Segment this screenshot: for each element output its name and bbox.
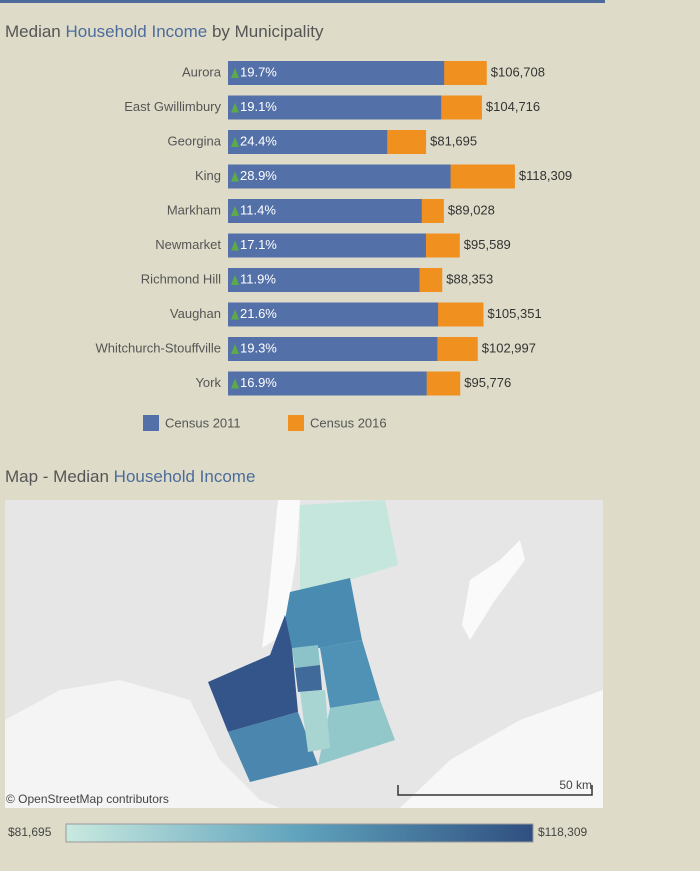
change-label: 19.1% — [240, 99, 277, 114]
title-part: Household Income — [114, 467, 256, 486]
category-label: York — [195, 375, 221, 390]
change-label: 19.3% — [240, 340, 277, 355]
value-label: $104,716 — [486, 99, 540, 114]
category-label: Newmarket — [155, 237, 221, 252]
bar — [228, 302, 439, 327]
value-label: $81,695 — [430, 133, 477, 148]
up-arrow — [231, 137, 239, 147]
change-label: 11.4% — [240, 202, 276, 217]
bar — [228, 130, 388, 154]
lake — [5, 680, 280, 808]
category-label: Aurora — [182, 64, 222, 79]
change-label: 21.6% — [240, 306, 277, 321]
category-label: Richmond Hill — [141, 271, 221, 286]
bar — [228, 233, 426, 258]
category-label: King — [195, 168, 221, 183]
value-label: $118,309 — [519, 168, 572, 183]
up-arrow — [231, 275, 239, 285]
title-part: Household Income — [65, 22, 207, 41]
region — [228, 712, 318, 782]
up-arrow — [231, 102, 239, 113]
value-label: $95,776 — [464, 375, 511, 390]
value-label: $105,351 — [487, 306, 541, 321]
value-label: $95,589 — [464, 237, 511, 252]
region — [295, 665, 322, 692]
up-arrow — [231, 206, 239, 216]
change-label: 24.4% — [240, 133, 277, 148]
lake — [400, 690, 603, 808]
region — [320, 640, 380, 708]
bar — [228, 268, 420, 292]
up-arrow — [231, 378, 239, 389]
category-label: Whitchurch-Stouffville — [96, 340, 221, 355]
title-part: Map - Median — [5, 467, 114, 486]
legend-label: Census 2016 — [310, 415, 387, 430]
map: 50 km © OpenStreetMap contributors — [5, 500, 603, 808]
region — [292, 645, 320, 668]
value-label: $102,997 — [482, 340, 536, 355]
legend-swatch — [288, 415, 304, 431]
category-label: Vaughan — [170, 306, 221, 321]
bar — [228, 164, 451, 189]
chart-title: Median Household Income by Municipality — [5, 22, 324, 41]
color-legend: $81,695 $118,309 — [8, 823, 587, 843]
category-label: Markham — [167, 202, 221, 217]
up-arrow — [231, 344, 239, 354]
up-arrow — [231, 171, 239, 182]
bar — [228, 337, 438, 361]
attribution: © OpenStreetMap contributors — [6, 792, 169, 806]
up-arrow — [231, 68, 239, 78]
title-part: Median — [5, 22, 65, 41]
legend-label: Census 2011 — [165, 415, 241, 430]
region — [208, 615, 298, 732]
bar — [228, 61, 445, 85]
category-label: East Gwillimbury — [124, 99, 221, 114]
region — [300, 690, 330, 752]
region — [300, 500, 398, 595]
title-part: by Municipality — [207, 22, 324, 41]
top-border — [0, 0, 605, 3]
category-label: Georgina — [168, 133, 222, 148]
up-arrow — [231, 240, 239, 251]
value-label: $89,028 — [448, 202, 495, 217]
bar — [228, 199, 422, 223]
change-label: 16.9% — [240, 375, 277, 390]
legend-max: $118,309 — [538, 825, 587, 839]
change-label: 28.9% — [240, 168, 277, 183]
value-label: $106,708 — [491, 64, 545, 79]
scale-label: 50 km — [559, 778, 592, 792]
change-label: 17.1% — [240, 237, 277, 252]
up-arrow — [231, 309, 239, 320]
scale-bar — [397, 785, 593, 796]
island — [462, 540, 525, 640]
legend-swatch — [143, 415, 159, 431]
bar — [228, 95, 442, 120]
lake — [262, 500, 300, 648]
value-label: $88,353 — [446, 271, 493, 286]
region — [318, 700, 395, 765]
color-ramp — [65, 823, 534, 843]
bar — [228, 371, 427, 396]
change-label: 19.7% — [240, 64, 277, 79]
change-label: 11.9% — [240, 271, 276, 286]
region — [285, 578, 362, 648]
bar-chart: Aurora $106,708 19.7% East Gwillimbury $104,… — [96, 61, 572, 431]
legend-min: $81,695 — [8, 825, 52, 839]
map-title: Map - Median Household Income — [5, 467, 255, 486]
